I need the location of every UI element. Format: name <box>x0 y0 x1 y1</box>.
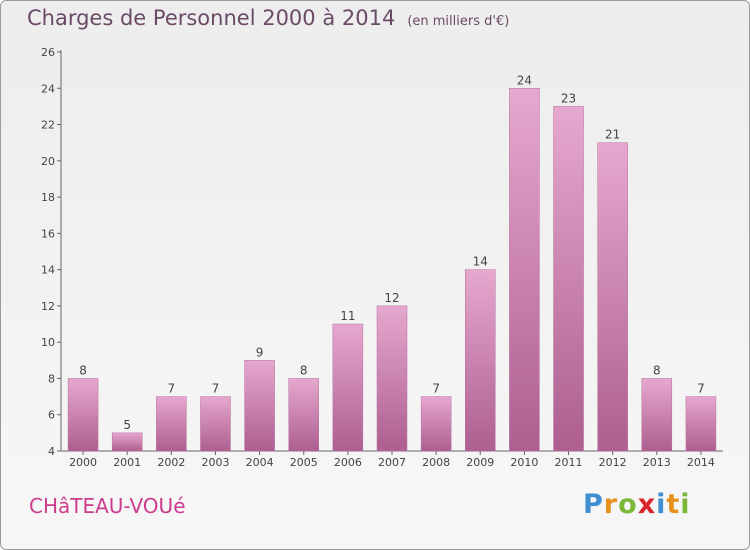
y-tick-label: 26 <box>41 46 55 59</box>
x-tick-label: 2005 <box>290 456 318 469</box>
x-tick-label: 2014 <box>687 456 715 469</box>
bar-2011 <box>553 106 584 452</box>
x-tick-label: 2010 <box>510 456 538 469</box>
place-name: CHâTEAU-VOUé <box>29 494 186 518</box>
x-tick-label: 2004 <box>246 456 274 469</box>
value-label: 7 <box>697 382 705 396</box>
logo-letter: o <box>618 489 638 520</box>
logo-letter: i <box>680 489 691 520</box>
chart-subtitle: (en milliers d'€) <box>407 14 510 29</box>
proxiti-logo: Proxiti <box>583 489 691 520</box>
value-label: 8 <box>79 363 87 377</box>
value-label: 7 <box>432 382 440 396</box>
value-label: 24 <box>517 73 532 87</box>
logo-letter: r <box>603 489 619 520</box>
bar-2014 <box>685 396 717 452</box>
bar-2010 <box>509 88 540 452</box>
bar-2001 <box>111 432 143 452</box>
bar-2002 <box>156 396 187 452</box>
value-label: 14 <box>473 255 488 269</box>
y-tick-label: 24 <box>41 82 55 95</box>
y-tick-label: 22 <box>41 119 55 132</box>
value-label: 21 <box>605 128 620 142</box>
x-tick-label: 2006 <box>334 456 362 469</box>
y-tick-label: 6 <box>48 409 55 422</box>
value-label: 7 <box>212 382 220 396</box>
bar-2006 <box>332 323 364 452</box>
value-label: 11 <box>340 309 355 323</box>
bar-2012 <box>597 142 628 452</box>
x-tick-label: 2011 <box>555 456 583 469</box>
value-label: 8 <box>653 363 661 377</box>
bar-2007 <box>376 305 408 452</box>
x-tick-label: 2009 <box>466 456 494 469</box>
x-tick-label: 2000 <box>69 456 97 469</box>
logo-letter: t <box>666 489 681 520</box>
y-tick-label: 16 <box>41 227 55 240</box>
value-label: 12 <box>384 291 399 305</box>
bar-2013 <box>641 378 673 452</box>
logo-letter: x <box>637 489 657 520</box>
y-tick-label: 14 <box>41 264 55 277</box>
x-tick-label: 2007 <box>378 456 406 469</box>
value-label: 8 <box>300 363 308 377</box>
bar-2004 <box>244 360 275 452</box>
y-tick-label: 12 <box>41 300 55 313</box>
value-label: 9 <box>256 345 264 359</box>
x-tick-label: 2012 <box>599 456 627 469</box>
logo-letter: i <box>656 489 667 520</box>
bar-2005 <box>288 378 319 452</box>
x-tick-label: 2003 <box>201 456 229 469</box>
bar-2000 <box>67 378 99 452</box>
y-tick-label: 4 <box>48 445 55 458</box>
y-tick-label: 20 <box>41 155 55 168</box>
x-tick-label: 2002 <box>157 456 185 469</box>
x-tick-label: 2008 <box>422 456 450 469</box>
bar-2003 <box>200 396 231 452</box>
x-tick-label: 2013 <box>643 456 671 469</box>
y-tick-label: 18 <box>41 191 55 204</box>
y-tick-label: 10 <box>41 336 55 349</box>
chart-title: Charges de Personnel 2000 à 2014 (en mill… <box>27 6 509 30</box>
value-label: 23 <box>561 91 576 105</box>
y-tick-label: 8 <box>48 372 55 385</box>
value-label: 5 <box>123 418 131 432</box>
x-tick-label: 2001 <box>113 456 141 469</box>
logo-letter: P <box>583 489 604 520</box>
bar-2008 <box>420 396 452 452</box>
chart-title-text: Charges de Personnel 2000 à 2014 <box>27 6 396 30</box>
bar-2009 <box>465 269 496 452</box>
value-label: 7 <box>168 382 176 396</box>
